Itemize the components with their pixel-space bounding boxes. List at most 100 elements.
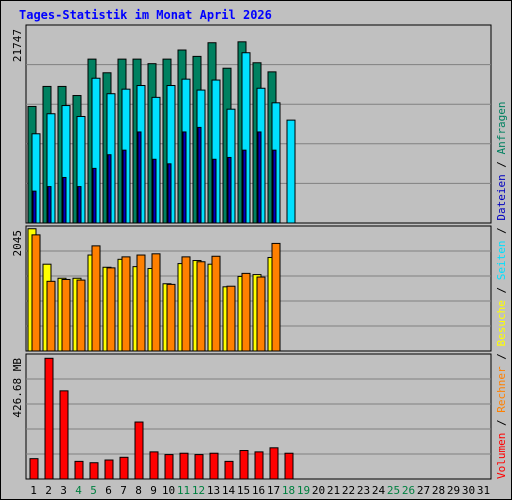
bar-volumen	[209, 452, 219, 480]
legend-seiten: Seiten	[495, 241, 508, 281]
bar-volumen	[269, 447, 279, 480]
bar-dateien	[47, 186, 52, 224]
x-label-day: 12	[192, 484, 205, 497]
bar-dateien	[92, 167, 97, 224]
bar-rechner	[31, 234, 41, 352]
legend-separator: /	[495, 154, 508, 174]
x-label-day: 23	[357, 484, 370, 497]
bar-dateien	[212, 158, 217, 224]
legend-anfragen: Anfragen	[495, 101, 508, 154]
bar-dateien	[77, 186, 82, 224]
bar-rechner	[226, 285, 236, 352]
x-label-day: 7	[120, 484, 127, 497]
bar-volumen	[254, 451, 264, 480]
bar-rechner	[136, 254, 146, 352]
bar-volumen	[149, 451, 159, 480]
bar-rechner	[211, 255, 221, 352]
x-label-day: 15	[237, 484, 250, 497]
bar-volumen	[194, 454, 204, 480]
x-label-day: 6	[105, 484, 112, 497]
x-label-day: 9	[150, 484, 157, 497]
bar-volumen	[44, 357, 54, 480]
x-label-day: 1	[30, 484, 37, 497]
legend-separator: /	[495, 221, 508, 241]
bar-volumen	[179, 452, 189, 480]
legend-dateien: Dateien	[495, 174, 508, 220]
x-label-day: 31	[477, 484, 490, 497]
bar-dateien	[122, 149, 127, 224]
bar-rechner	[121, 256, 131, 352]
x-label-day: 5	[90, 484, 97, 497]
bar-rechner	[151, 253, 161, 352]
x-label-day: 20	[312, 484, 325, 497]
x-label-day: 19	[297, 484, 310, 497]
x-label-day: 22	[342, 484, 355, 497]
y-max-label-middle: 2045	[11, 230, 24, 257]
bar-rechner	[241, 272, 251, 352]
bar-rechner	[271, 242, 281, 352]
bar-rechner	[106, 267, 116, 352]
bar-dateien	[257, 131, 262, 224]
legend-separator: /	[495, 413, 508, 433]
bar-dateien	[227, 156, 232, 224]
x-label-day: 8	[135, 484, 142, 497]
x-label-day: 28	[432, 484, 445, 497]
x-label-day: 30	[462, 484, 475, 497]
legend-rechner: Rechner	[495, 366, 508, 413]
bar-rechner	[76, 279, 86, 352]
bar-volumen	[89, 462, 99, 480]
chart-title: Tages-Statistik im Monat April 2026	[19, 8, 272, 22]
x-label-day: 13	[207, 484, 220, 497]
bar-volumen	[119, 456, 129, 480]
x-label-day: 14	[222, 484, 236, 497]
bar-rechner	[61, 278, 71, 352]
legend: Volumen / Rechner / Besuche / Seiten / D…	[495, 101, 508, 479]
x-label-day: 17	[267, 484, 280, 497]
x-label-day: 16	[252, 484, 265, 497]
bar-dateien	[152, 158, 157, 224]
x-label-day: 11	[177, 484, 190, 497]
bar-volumen	[29, 458, 39, 480]
bar-rechner	[46, 280, 56, 352]
legend-besuche: Besuche	[495, 300, 508, 346]
x-label-day: 10	[162, 484, 175, 497]
bar-dateien	[242, 149, 247, 224]
bar-volumen	[59, 390, 69, 480]
x-label-day: 18	[282, 484, 295, 497]
bar-dateien	[197, 126, 202, 224]
bar-rechner	[166, 283, 176, 352]
x-label-day: 24	[372, 484, 386, 497]
x-label-day: 4	[75, 484, 82, 497]
bar-seiten	[286, 119, 296, 224]
bar-dateien	[182, 131, 187, 224]
bar-dateien	[272, 149, 277, 224]
x-label-day: 29	[447, 484, 460, 497]
bar-rechner	[256, 276, 266, 352]
bar-volumen	[164, 454, 174, 480]
x-label-day: 25	[387, 484, 400, 497]
bar-volumen	[284, 452, 294, 480]
bar-rechner	[196, 261, 206, 352]
bar-volumen	[239, 450, 249, 480]
bar-rechner	[181, 256, 191, 352]
y-max-label-top: 21747	[11, 29, 24, 62]
bar-dateien	[62, 176, 67, 224]
x-label-day: 26	[402, 484, 415, 497]
x-label-day: 3	[60, 484, 67, 497]
x-label-day: 27	[417, 484, 430, 497]
bar-rechner	[91, 245, 101, 352]
bar-volumen	[104, 459, 114, 480]
bar-dateien	[167, 163, 172, 224]
bar-volumen	[74, 460, 84, 480]
bar-dateien	[32, 190, 37, 224]
bar-volumen	[224, 460, 234, 480]
legend-volumen: Volumen	[495, 433, 508, 479]
x-label-day: 2	[45, 484, 52, 497]
x-label-day: 21	[327, 484, 340, 497]
bar-dateien	[137, 131, 142, 224]
bar-dateien	[107, 154, 112, 224]
legend-separator: /	[495, 280, 508, 300]
y-max-label-bottom: 426.68 MB	[11, 358, 24, 418]
